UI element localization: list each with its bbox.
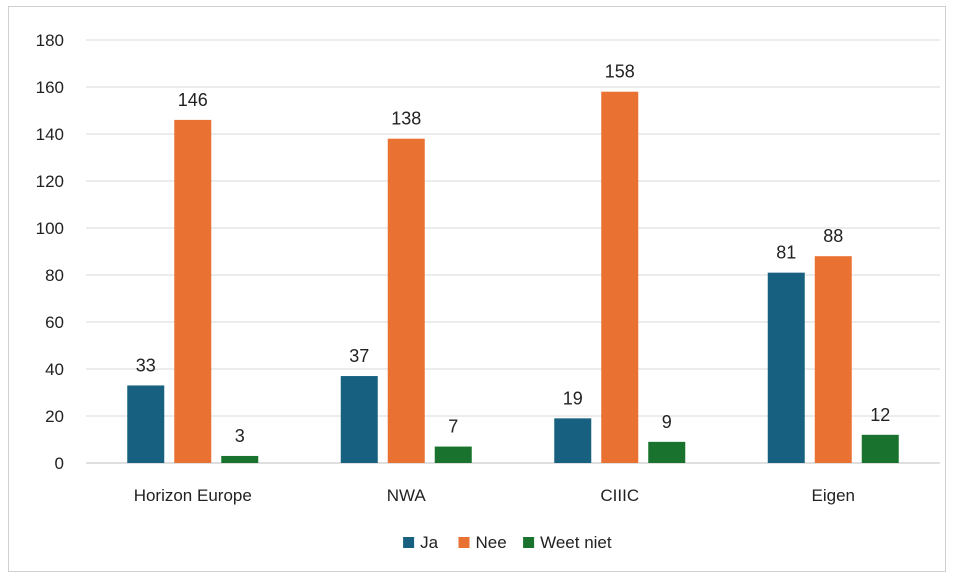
bar-ja — [340, 376, 378, 463]
legend-label: Weet niet — [540, 533, 612, 552]
bar-nee — [601, 91, 639, 463]
data-label: 9 — [662, 412, 672, 432]
bar-weet-niet — [648, 441, 686, 463]
data-label: 37 — [349, 346, 369, 366]
bar-weet-niet — [434, 446, 472, 463]
legend-item-ja[interactable]: Ja — [403, 533, 439, 552]
y-tick-label: 160 — [36, 78, 64, 97]
y-tick-label: 20 — [45, 407, 64, 426]
bar-nee — [174, 119, 212, 464]
bar-ja — [554, 418, 592, 463]
bar-ja — [127, 385, 165, 463]
data-label: 88 — [823, 226, 843, 246]
legend-item-weet-niet[interactable]: Weet niet — [523, 533, 612, 552]
bar-nee — [387, 138, 425, 463]
legend[interactable]: Ja Nee Weet niet — [403, 533, 612, 552]
data-label: 33 — [136, 355, 156, 375]
bar-weet-niet — [861, 434, 899, 463]
x-tick-label: CIIIC — [600, 486, 639, 505]
legend-swatch — [403, 537, 415, 548]
y-tick-label: 120 — [36, 172, 64, 191]
data-label: 7 — [448, 417, 458, 437]
bars — [127, 91, 899, 464]
data-label: 158 — [605, 62, 635, 82]
legend-item-nee[interactable]: Nee — [458, 533, 507, 552]
y-tick-label: 40 — [45, 360, 64, 379]
data-label: 81 — [776, 243, 796, 263]
legend-label: Nee — [476, 533, 507, 552]
data-label: 138 — [391, 109, 421, 129]
data-label: 19 — [563, 388, 583, 408]
legend-swatch — [458, 537, 470, 548]
data-label: 12 — [870, 405, 890, 425]
x-tick-label: Eigen — [812, 486, 855, 505]
bar-weet-niet — [221, 455, 259, 463]
x-tick-label: Horizon Europe — [134, 486, 252, 505]
bar-nee — [814, 256, 852, 463]
y-tick-label: 180 — [36, 31, 64, 50]
y-tick-label: 60 — [45, 313, 64, 332]
legend-swatch — [523, 537, 535, 548]
y-tick-label: 0 — [55, 454, 64, 473]
x-tick-label: NWA — [387, 486, 427, 505]
bar-ja — [767, 272, 805, 463]
y-tick-label: 80 — [45, 266, 64, 285]
data-labels: 33 146 3 37 138 7 19 158 9 81 88 12 — [136, 62, 891, 446]
data-label: 146 — [178, 90, 208, 110]
y-tick-label: 140 — [36, 125, 64, 144]
data-label: 3 — [235, 426, 245, 446]
x-axis-ticks: Horizon Europe NWA CIIIC Eigen — [134, 486, 855, 505]
y-tick-label: 100 — [36, 219, 64, 238]
legend-label: Ja — [420, 533, 439, 552]
y-axis-ticks: 0 20 40 60 80 100 120 140 160 180 — [36, 31, 64, 473]
gridlines — [86, 39, 940, 464]
